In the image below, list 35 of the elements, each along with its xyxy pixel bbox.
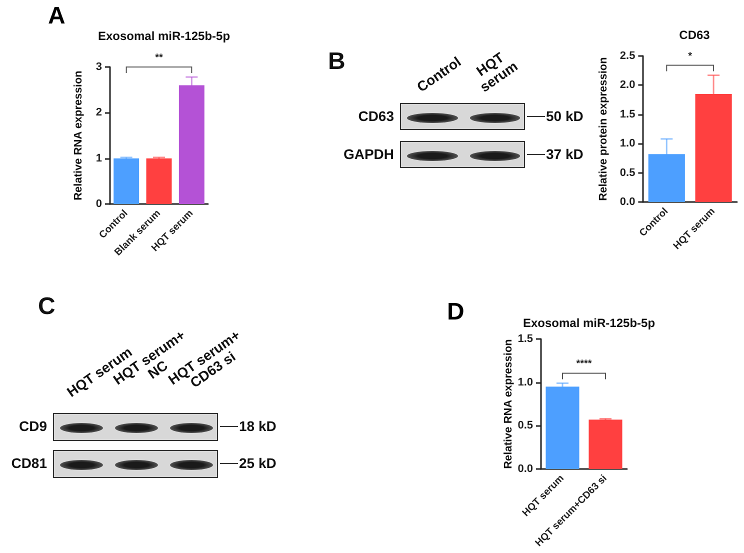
category-label: CD81 — [11, 455, 47, 471]
text: D — [447, 298, 464, 326]
y-tick-label: 0.0 — [620, 196, 636, 208]
category-label: CD63 — [358, 108, 394, 124]
text: B — [328, 48, 346, 76]
category-label: 37 kD — [546, 146, 584, 162]
category-label: GAPDH — [343, 146, 394, 162]
y-tick-label: 0.5 — [518, 420, 533, 432]
y-tick-label: 0 — [96, 198, 102, 210]
category-label: 18 kD — [239, 418, 276, 434]
y-tick-label: 1 — [96, 152, 102, 164]
y-tick-label: 0.5 — [620, 166, 636, 179]
category-label: CD9 — [18, 418, 47, 434]
chart-title: Exosomal miR-125b-5p — [98, 29, 230, 43]
y-tick-label: 3 — [96, 61, 102, 73]
y-tick-label: 2.0 — [620, 79, 636, 92]
y-tick-label: 1.5 — [620, 108, 636, 120]
text: A — [48, 2, 66, 30]
y-axis-title: Relative protein expression — [598, 56, 610, 201]
annotation: * — [688, 50, 692, 62]
y-tick-label: 1.5 — [518, 333, 533, 345]
text: ** — [155, 52, 163, 64]
annotation: **** — [576, 358, 592, 370]
chart-title: Exosomal miR-125b-5p — [522, 316, 656, 330]
chart-title: CD63 — [679, 28, 710, 42]
y-axis-title: Relative RNA expression — [72, 70, 84, 200]
y-tick-label: 1.0 — [518, 376, 533, 388]
y-tick-label: 2 — [96, 106, 102, 119]
y-tick-label: 0.0 — [518, 463, 533, 475]
category-label: 25 kD — [239, 455, 276, 471]
y-tick-label: 2.5 — [620, 50, 636, 62]
category-label: 50 kD — [546, 108, 584, 124]
y-tick-label: 1.0 — [620, 138, 636, 150]
text: C — [38, 293, 56, 321]
y-axis-title: Relative RNA expression — [502, 338, 514, 469]
